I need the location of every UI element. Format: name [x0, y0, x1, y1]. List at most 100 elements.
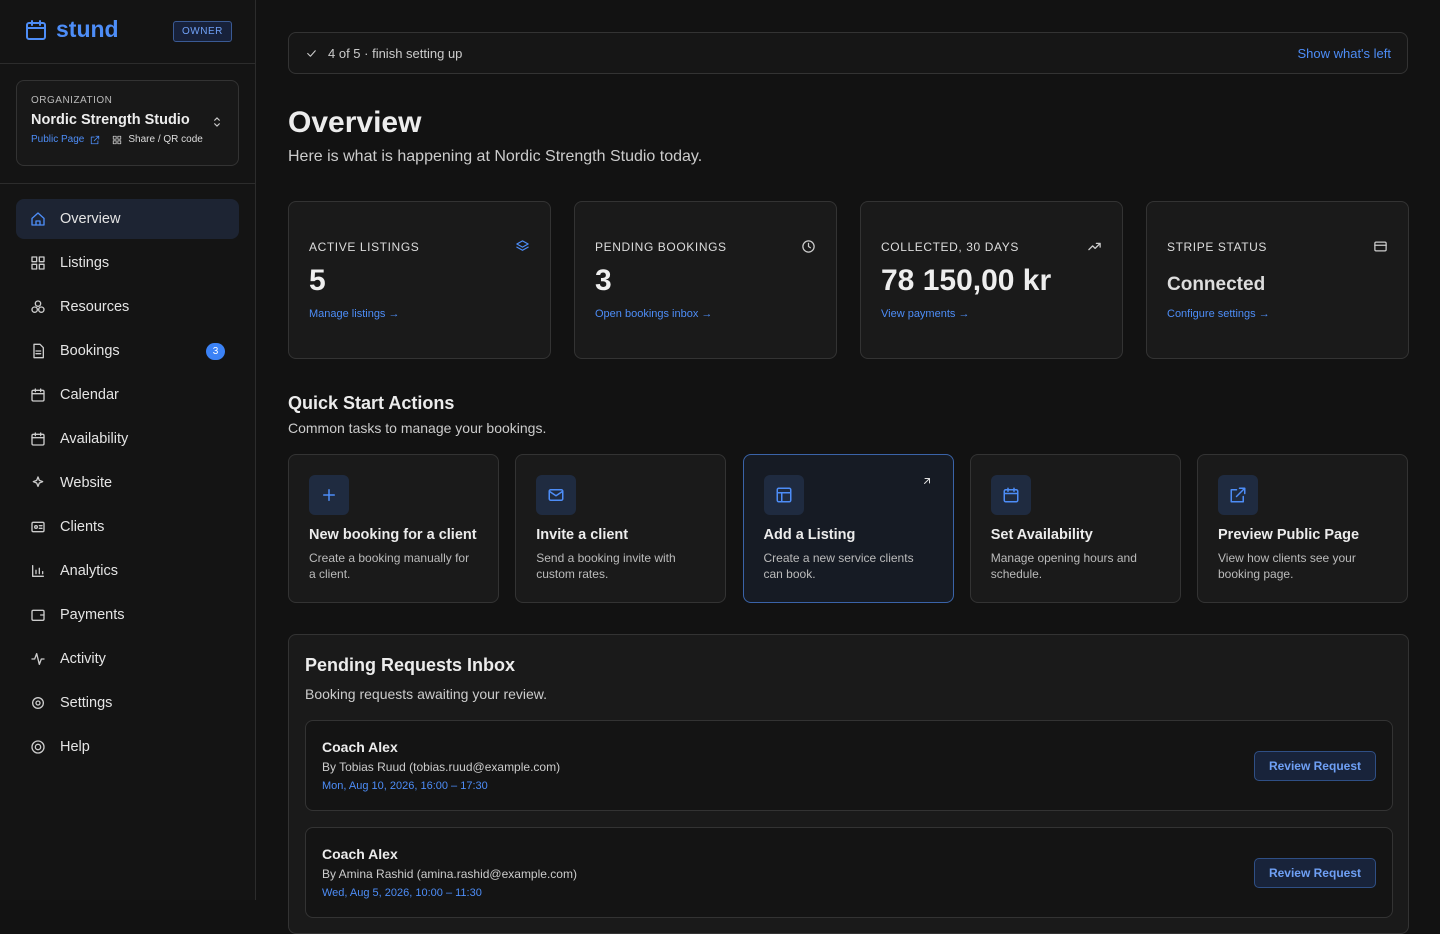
action-title: Preview Public Page: [1218, 527, 1360, 543]
stat-link[interactable]: Configure settings →: [1167, 308, 1270, 320]
review-button[interactable]: Review Request: [1253, 751, 1376, 781]
nav-item[interactable]: Website: [16, 463, 239, 503]
stat-link[interactable]: View payments →: [881, 308, 970, 320]
quick-action[interactable]: Invite a client Send a booking invite wit…: [515, 454, 727, 603]
nav-item[interactable]: Activity: [16, 639, 239, 679]
nav-item[interactable]: Payments: [16, 595, 239, 635]
icon: [320, 486, 338, 504]
divider: [0, 183, 255, 184]
icon: [515, 239, 530, 254]
inbox-subtitle: Booking requests awaiting your review.: [305, 686, 548, 702]
nav-item[interactable]: Overview: [16, 199, 239, 239]
icon-svg: [31, 432, 45, 446]
icon: [801, 239, 816, 254]
nav-item[interactable]: Clients: [16, 507, 239, 547]
icon-svg: [31, 256, 45, 270]
stat-value: Connected: [1167, 274, 1266, 295]
icon: [30, 255, 46, 271]
action-desc: Create a booking manually for a client.: [309, 551, 470, 581]
org-label: ORGANIZATION: [31, 95, 113, 106]
nav-label: Overview: [60, 211, 121, 227]
page-title: Overview: [288, 106, 422, 139]
stat-card: ACTIVE LISTINGS 5 Manage listings →: [288, 201, 551, 359]
stat-label: ACTIVE LISTINGS: [309, 240, 420, 254]
icon: [547, 486, 565, 504]
public-page-link[interactable]: Public Page: [31, 134, 85, 145]
share-link[interactable]: Share / QR code: [128, 134, 203, 145]
icon: [30, 563, 46, 579]
nav-label: Listings: [60, 255, 110, 271]
action-title: New booking for a client: [309, 527, 477, 543]
section-subtitle: Common tasks to manage your bookings.: [288, 420, 547, 436]
nav-label: Bookings: [60, 343, 120, 359]
icon: [30, 211, 46, 227]
icon-svg: [31, 609, 45, 621]
request-when: Mon, Aug 10, 2026, 16:00 – 17:30: [322, 780, 488, 792]
action-icon-box: [1218, 475, 1258, 515]
icon: [1087, 239, 1102, 254]
stat-card: PENDING BOOKINGS 3 Open bookings inbox →: [574, 201, 837, 359]
icon: [210, 115, 224, 129]
action-desc: Manage opening hours and schedule.: [990, 551, 1137, 581]
sidebar: stund OWNER ORGANIZATION Nordic Strength St…: [0, 0, 256, 900]
stat-link[interactable]: Manage listings →: [309, 308, 400, 320]
icon-svg: [31, 388, 45, 402]
nav-label: Help: [60, 739, 90, 755]
setup-action[interactable]: Show what's left: [1297, 45, 1391, 61]
icon: [1002, 486, 1020, 504]
icon-svg: [32, 476, 44, 487]
request-name: Coach Alex: [322, 846, 398, 862]
icon-svg: [307, 49, 316, 57]
stat-value: 78 150,00 kr: [881, 264, 1052, 297]
nav-label: Calendar: [60, 387, 119, 403]
nav-label: Activity: [60, 651, 106, 667]
setup-progress: 4 of 5 · finish setting up: [328, 45, 463, 61]
icon: [305, 47, 318, 60]
icon-svg: [31, 521, 45, 533]
icon: [112, 135, 122, 145]
action-desc: Create a new service clients can book.: [763, 551, 914, 581]
nav-label: Analytics: [60, 563, 119, 579]
icon-svg: [31, 565, 44, 577]
stat-label: STRIPE STATUS: [1167, 240, 1268, 254]
stat-value: 5: [309, 264, 326, 297]
nav-item[interactable]: Availability: [16, 419, 239, 459]
quick-action[interactable]: New booking for a client Create a booking…: [288, 454, 499, 603]
review-button[interactable]: Review Request: [1253, 858, 1376, 888]
nav-item[interactable]: Analytics: [16, 551, 239, 591]
icon-svg: [33, 343, 44, 359]
icon-svg: [91, 135, 100, 144]
action-title: Set Availability: [990, 527, 1093, 543]
quick-action[interactable]: Add a Listing Create a new service client…: [742, 454, 954, 603]
action-icon-box: [536, 475, 577, 515]
nav-item[interactable]: Listings: [16, 243, 239, 283]
request-by: By Tobias Ruud (tobias.ruud@example.com): [322, 760, 561, 774]
divider: [0, 63, 255, 64]
stat-link[interactable]: Open bookings inbox →: [595, 308, 713, 320]
nav-label: Settings: [60, 695, 113, 711]
quick-action[interactable]: Set Availability Manage opening hours and…: [969, 454, 1181, 603]
icon-svg: [1088, 242, 1101, 251]
nav-item[interactable]: Help: [16, 727, 239, 767]
org-links: Public Page Share / QR code: [31, 134, 224, 145]
icon-svg: [31, 740, 45, 754]
nav-label: Resources: [60, 299, 130, 315]
org-switcher[interactable]: ORGANIZATION Nordic Strength Studio Public…: [16, 80, 239, 166]
inbox-title: Pending Requests Inbox: [305, 655, 516, 675]
icon-svg: [1374, 241, 1387, 252]
stat-label: COLLECTED, 30 DAYS: [881, 240, 1019, 254]
nav-item[interactable]: Resources: [16, 287, 239, 327]
icon-svg: [548, 489, 564, 501]
nav-item[interactable]: Calendar: [16, 375, 239, 415]
request-when: Wed, Aug 5, 2026, 10:00 – 11:30: [322, 887, 482, 899]
icon: [30, 519, 46, 535]
stat-card: COLLECTED, 30 DAYS 78 150,00 kr View payme…: [860, 201, 1123, 359]
icon-svg: [923, 478, 930, 484]
quick-action[interactable]: Preview Public Page View how clients see …: [1197, 454, 1408, 603]
nav-item[interactable]: Settings: [16, 683, 239, 723]
action-desc: Send a booking invite with custom rates.: [536, 551, 676, 581]
icon-svg: [31, 212, 45, 226]
nav-item[interactable]: Bookings 3: [16, 331, 239, 371]
page-subtitle: Here is what is happening at Nordic Stre…: [288, 148, 703, 165]
icon: [30, 343, 46, 359]
